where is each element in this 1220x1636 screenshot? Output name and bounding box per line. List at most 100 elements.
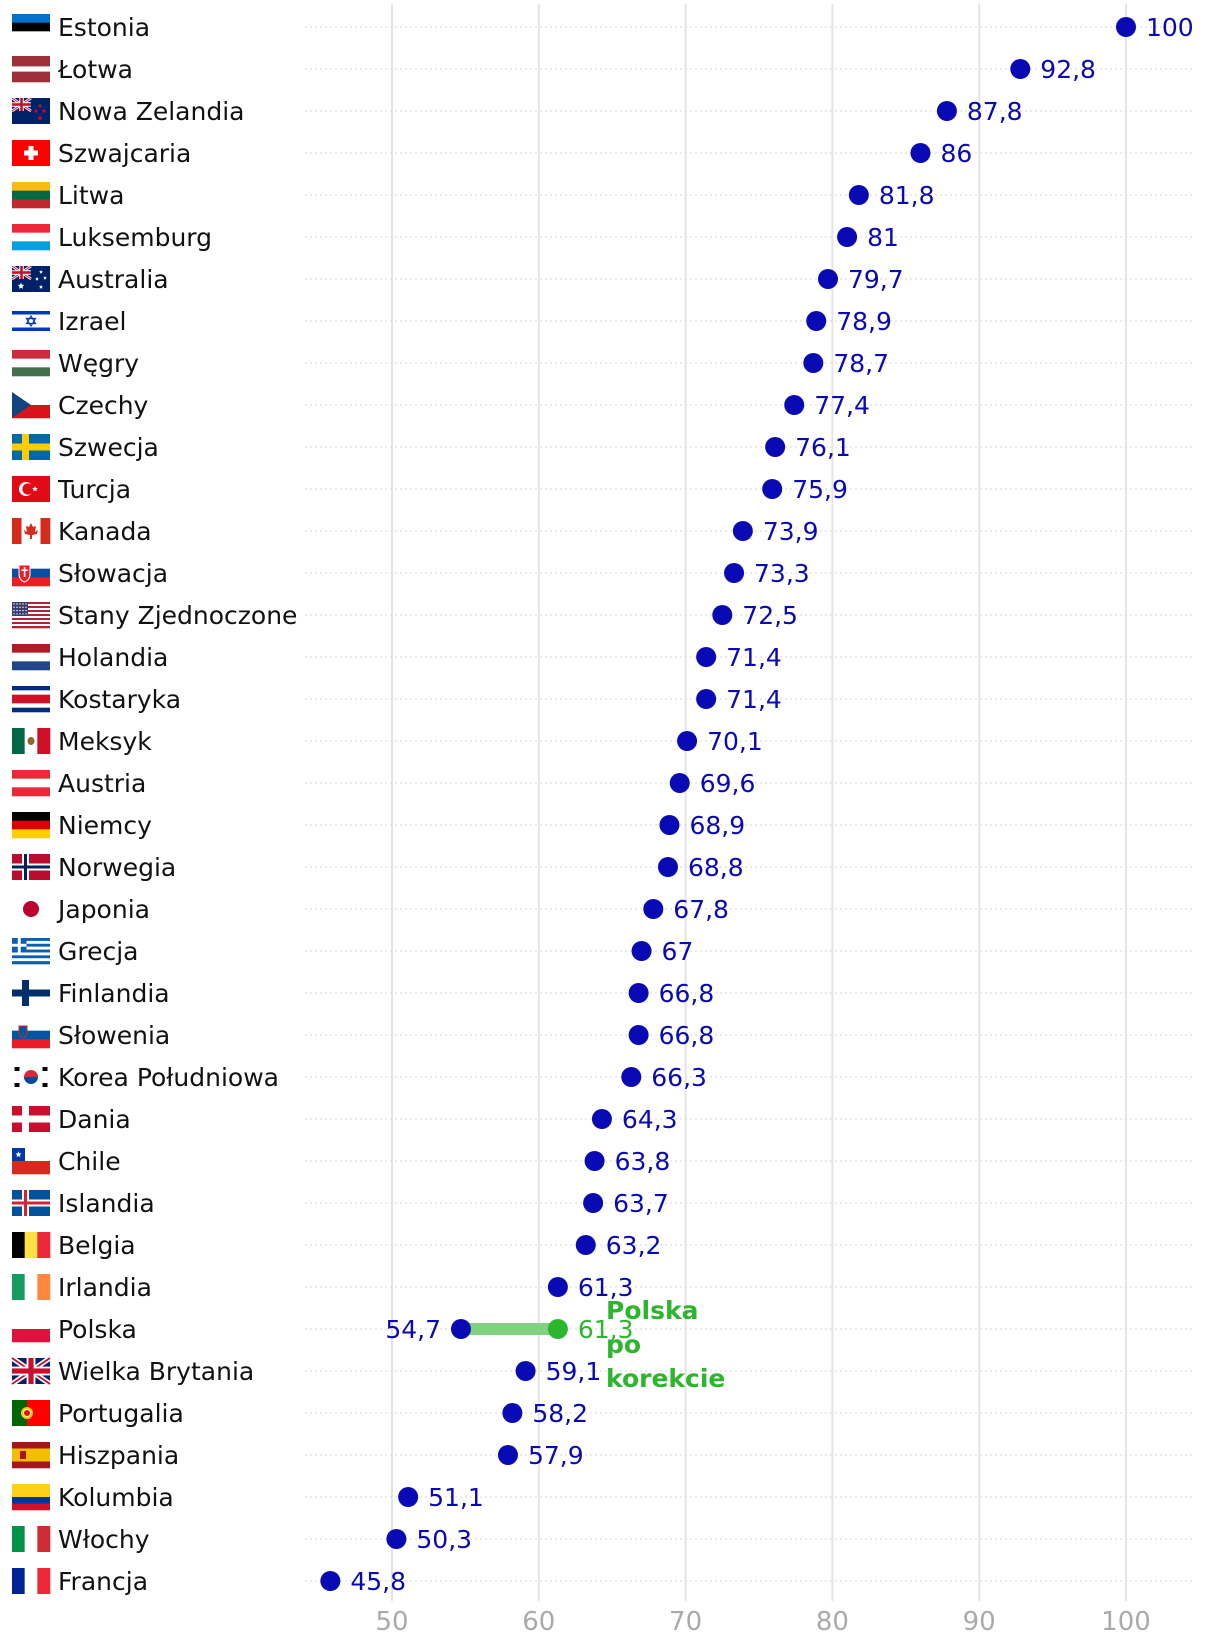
country-label-south-korea: Korea Południowa: [58, 1063, 279, 1092]
value-label-poland-corrected: 61,3: [578, 1315, 634, 1344]
value-label-netherlands: 71,4: [726, 643, 782, 672]
point-latvia: [1010, 59, 1031, 79]
point-finland: [628, 983, 649, 1003]
value-label-switzerland: 86: [940, 139, 972, 168]
country-label-uk: Wielka Brytania: [58, 1357, 254, 1386]
point-australia: [817, 269, 838, 289]
x-axis-ticks: 50 60 70 80 90 100: [375, 1607, 1150, 1636]
point-slovenia: [628, 1025, 649, 1045]
value-label-slovakia: 73,3: [754, 559, 810, 588]
flag-slovenia-icon: [12, 1022, 50, 1049]
country-label-estonia: Estonia: [58, 13, 150, 42]
country-label-japan: Japonia: [56, 895, 150, 924]
country-label-chile: Chile: [58, 1147, 121, 1176]
country-label-new-zealand: Nowa Zelandia: [58, 97, 244, 126]
tick-label-80: 80: [816, 1607, 849, 1636]
country-label-switzerland: Szwajcaria: [58, 139, 191, 168]
value-label-mexico: 70,1: [707, 727, 763, 756]
value-label-canada: 73,9: [763, 517, 819, 546]
point-israel: [806, 311, 827, 331]
value-label-belgium: 63,2: [606, 1231, 662, 1260]
value-label-greece: 67: [662, 937, 694, 966]
value-label-spain: 57,9: [528, 1441, 584, 1470]
flag-south-korea-icon: [12, 1064, 50, 1090]
flag-latvia-icon: [12, 56, 50, 83]
point-south-korea: [621, 1067, 642, 1087]
point-france: [320, 1571, 341, 1591]
flag-ireland-icon: [12, 1274, 51, 1300]
value-label-japan: 67,8: [673, 895, 729, 924]
point-switzerland: [910, 143, 931, 163]
country-label-germany: Niemcy: [58, 811, 152, 840]
point-italy: [386, 1529, 407, 1549]
country-label-belgium: Belgia: [58, 1231, 136, 1260]
country-label-france: Francja: [58, 1567, 148, 1596]
value-label-chile: 63,8: [615, 1147, 671, 1176]
point-poland: [450, 1319, 471, 1339]
point-czechia: [784, 395, 805, 415]
point-new-zealand: [936, 101, 957, 121]
flag-colombia-icon: [12, 1484, 50, 1511]
point-greece: [631, 941, 652, 961]
country-label-israel: Izrael: [58, 307, 126, 336]
value-label-slovenia: 66,8: [659, 1021, 715, 1050]
country-label-turkey: Turcja: [57, 475, 131, 504]
value-label-austria: 69,6: [700, 769, 756, 798]
value-label-denmark: 64,3: [622, 1105, 678, 1134]
flag-finland-icon: [12, 980, 50, 1006]
point-turkey: [762, 479, 783, 499]
flag-switzerland-icon: [12, 140, 50, 166]
flag-usa-icon: [12, 602, 50, 629]
value-label-luxembourg: 81: [867, 223, 899, 252]
point-denmark: [591, 1109, 612, 1129]
country-label-usa: Stany Zjednoczone: [58, 601, 297, 630]
flag-hungary-icon: [12, 350, 50, 377]
value-label-france: 45,8: [350, 1567, 406, 1596]
flag-estonia-icon: [12, 14, 50, 41]
country-label-slovenia: Słowenia: [58, 1021, 170, 1050]
value-label-lithuania: 81,8: [879, 181, 935, 210]
value-label-poland: 54,7: [385, 1315, 441, 1344]
country-label-ireland: Irlandia: [58, 1273, 152, 1302]
country-label-czechia: Czechy: [58, 391, 149, 420]
flag-japan-icon: [12, 896, 50, 922]
value-label-germany: 68,9: [689, 811, 745, 840]
point-colombia: [398, 1487, 419, 1507]
point-belgium: [575, 1235, 596, 1255]
flag-luxembourg-icon: [12, 224, 50, 251]
country-label-spain: Hiszpania: [58, 1441, 179, 1470]
tick-label-50: 50: [375, 1607, 408, 1636]
point-poland-corrected: [547, 1319, 568, 1339]
value-label-turkey: 75,9: [792, 475, 848, 504]
value-label-new-zealand: 87,8: [967, 97, 1023, 126]
country-label-luxembourg: Luksemburg: [58, 223, 212, 252]
country-label-slovakia: Słowacja: [58, 559, 168, 588]
flag-israel-icon: [12, 308, 50, 334]
country-label-mexico: Meksyk: [58, 727, 152, 756]
value-label-norway: 68,8: [688, 853, 744, 882]
country-label-costa-rica: Kostaryka: [58, 685, 181, 714]
flag-turkey-icon: [12, 476, 50, 502]
point-sweden: [765, 437, 786, 457]
value-label-iceland: 63,7: [613, 1189, 669, 1218]
value-label-italy: 50,3: [416, 1525, 472, 1554]
country-label-denmark: Dania: [58, 1105, 131, 1134]
value-label-estonia: 100: [1146, 13, 1194, 42]
point-slovakia: [724, 563, 745, 583]
flag-sweden-icon: [12, 434, 50, 460]
country-label-finland: Finlandia: [58, 979, 170, 1008]
country-label-sweden: Szwecja: [58, 433, 159, 462]
value-label-colombia: 51,1: [428, 1483, 484, 1512]
flag-australia-icon: [11, 264, 50, 292]
point-netherlands: [696, 647, 717, 667]
flag-netherlands-icon: [12, 644, 50, 671]
country-label-norway: Norwegia: [58, 853, 176, 882]
gridlines: [391, 4, 1127, 1601]
annotation-line-3: korekcie: [606, 1364, 725, 1393]
point-luxembourg: [837, 227, 858, 247]
point-norway: [657, 857, 678, 877]
point-portugal: [502, 1403, 523, 1423]
row-separators: [305, 26, 1195, 1582]
